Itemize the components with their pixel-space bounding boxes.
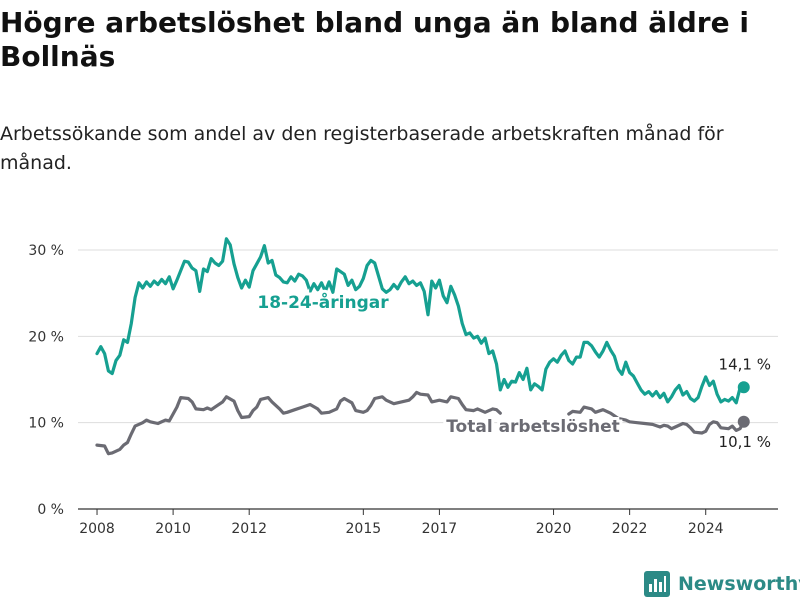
y-tick-label: 0 % <box>37 502 64 518</box>
x-tick-label: 2020 <box>536 521 572 537</box>
x-tick-label: 2010 <box>155 521 191 537</box>
x-tick-label: 2017 <box>422 521 458 537</box>
x-tick-label: 2012 <box>231 521 267 537</box>
youth-series-line <box>95 237 746 405</box>
total-end-point <box>737 415 750 428</box>
chart-subtitle: Arbetssökande som andel av den registerb… <box>0 123 724 174</box>
y-tick-label: 20 % <box>28 329 64 345</box>
newsworthy-brand: Newsworthy <box>644 569 800 599</box>
x-tick-label: 2015 <box>346 521 382 537</box>
y-tick-label: 30 % <box>28 243 64 259</box>
youth-end-point <box>737 381 750 394</box>
axis-layer: 0 % 10 % 20 % 30 % 2008 2010 2012 2015 2017 2020 2… <box>28 243 778 537</box>
label-layer: 14,1 % 10,1 % 18-24-åringar Total arbetslös… <box>254 288 771 451</box>
youth-series-name-label: 18-24-åringar <box>257 291 389 313</box>
total-series-line <box>567 405 746 435</box>
brand-name: Newsworthy <box>678 573 800 595</box>
series-layer <box>95 237 750 456</box>
youth-end-label: 14,1 % <box>719 355 771 373</box>
chart-title: Högre arbetslöshet bland unga än bland ä… <box>0 6 749 73</box>
x-tick-label: 2008 <box>79 521 115 537</box>
grid-layer <box>78 249 778 424</box>
x-tick-label: 2024 <box>688 521 724 537</box>
x-tick-label: 2022 <box>612 521 648 537</box>
total-series-line <box>95 390 502 456</box>
total-end-label: 10,1 % <box>719 433 771 451</box>
line-chart: 0 % 10 % 20 % 30 % 2008 2010 2012 2015 2017 2020 2… <box>28 237 778 537</box>
y-tick-label: 10 % <box>28 416 64 432</box>
bar-chart-logo-icon <box>644 571 670 597</box>
total-series-name-label: Total arbetslöshet <box>446 417 620 437</box>
